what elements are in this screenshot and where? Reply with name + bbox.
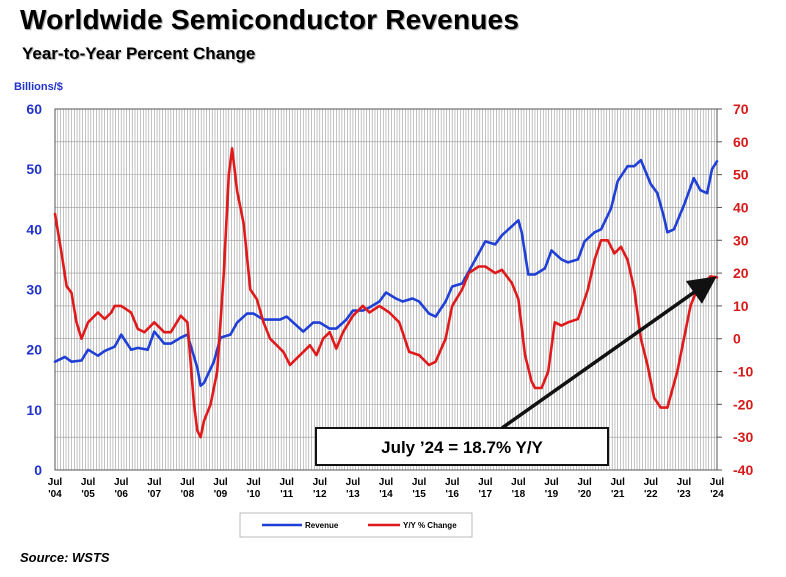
x-tick-month: Jul <box>511 477 526 488</box>
x-tick-month: Jul <box>677 477 692 488</box>
right-tick-label: -40 <box>733 462 753 478</box>
x-tick-year: '06 <box>114 489 128 500</box>
x-tick-month: Jul <box>577 477 592 488</box>
annotation-group: July ’24 = 18.7% Y/Y <box>315 276 717 466</box>
right-tick-label: -20 <box>733 396 753 412</box>
x-tick-month: Jul <box>710 477 725 488</box>
x-tick-year: '20 <box>578 489 592 500</box>
chart-title: Worldwide Semiconductor Revenues <box>20 4 520 35</box>
x-tick-month: Jul <box>180 477 195 488</box>
left-tick-label: 0 <box>34 462 42 478</box>
x-tick-month: Jul <box>147 477 162 488</box>
annotation-text: July ’24 = 18.7% Y/Y <box>381 438 543 457</box>
x-tick-month: Jul <box>313 477 328 488</box>
series-group <box>53 147 719 439</box>
revenue-line <box>53 158 719 388</box>
plot-border <box>54 108 718 471</box>
yoy-change-line <box>53 147 719 439</box>
x-tick-year: '09 <box>214 489 228 500</box>
x-tick-year: '19 <box>545 489 559 500</box>
legend: Revenue Y/Y % Change <box>239 512 473 538</box>
left-tick-label: 10 <box>26 402 42 418</box>
x-tick-month: Jul <box>445 477 460 488</box>
x-tick-month: Jul <box>279 477 294 488</box>
right-tick-label: 40 <box>733 199 749 215</box>
left-tick-label: 60 <box>26 101 42 117</box>
x-tick-year: '24 <box>710 489 724 500</box>
left-axis-label: Billions/$ <box>14 81 63 93</box>
left-tick-label: 30 <box>26 282 42 298</box>
x-tick-month: Jul <box>213 477 228 488</box>
x-tick-year: '15 <box>412 489 426 500</box>
x-tick-year: '16 <box>445 489 459 500</box>
x-tick-month: Jul <box>346 477 361 488</box>
right-tick-label: 10 <box>733 298 749 314</box>
annotation-box <box>315 427 609 466</box>
right-tick-label: 30 <box>733 232 749 248</box>
plot-frame <box>54 108 718 471</box>
x-tick-month: Jul <box>48 477 63 488</box>
x-tick-year: '17 <box>479 489 493 500</box>
x-tick-month: Jul <box>246 477 261 488</box>
x-tick-month: Jul <box>81 477 96 488</box>
x-tick-year: '08 <box>181 489 195 500</box>
x-tick-year: '21 <box>611 489 625 500</box>
left-tick-label: 20 <box>26 342 42 358</box>
left-axis: Billions/$ 0 10 20 30 40 50 60 <box>14 81 63 478</box>
right-tick-label: 60 <box>733 134 749 150</box>
x-tick-year: '12 <box>313 489 327 500</box>
x-tick-year: '13 <box>346 489 360 500</box>
x-tick-month: Jul <box>610 477 625 488</box>
chart-subtitle: Year-to-Year Percent Change <box>22 44 256 63</box>
x-tick-month: Jul <box>478 477 493 488</box>
right-axis: -40 -30 -20 -10 0 10 20 30 40 50 60 70 <box>717 101 753 478</box>
annotation-arrow <box>500 276 717 430</box>
legend-label-revenue: Revenue <box>305 521 339 530</box>
right-tick-label: -10 <box>733 364 753 380</box>
right-tick-label: 20 <box>733 265 749 281</box>
x-tick-year: '18 <box>512 489 526 500</box>
x-tick-month: Jul <box>412 477 427 488</box>
x-tick-year: '07 <box>148 489 162 500</box>
x-tick-month: Jul <box>644 477 659 488</box>
x-tick-year: '10 <box>247 489 261 500</box>
right-tick-label: 70 <box>733 101 749 117</box>
x-tick-year: '22 <box>644 489 658 500</box>
legend-label-yoy: Y/Y % Change <box>403 521 457 530</box>
right-tick-label: 50 <box>733 167 749 183</box>
x-tick-year: '05 <box>81 489 95 500</box>
x-tick-year: '04 <box>48 489 62 500</box>
x-tick-month: Jul <box>114 477 129 488</box>
right-tick-label: 0 <box>733 331 741 347</box>
right-tick-label: -30 <box>733 429 753 445</box>
x-tick-year: '11 <box>280 489 293 500</box>
x-axis: Jul'04Jul'05Jul'06Jul'07Jul'08Jul'09Jul'… <box>48 477 725 500</box>
left-tick-label: 50 <box>26 161 42 177</box>
x-tick-year: '14 <box>379 489 393 500</box>
x-tick-year: '23 <box>677 489 691 500</box>
left-tick-label: 40 <box>26 221 42 237</box>
x-tick-month: Jul <box>544 477 559 488</box>
x-tick-month: Jul <box>379 477 394 488</box>
source-note: Source: WSTS <box>20 550 110 565</box>
grid <box>55 109 717 470</box>
